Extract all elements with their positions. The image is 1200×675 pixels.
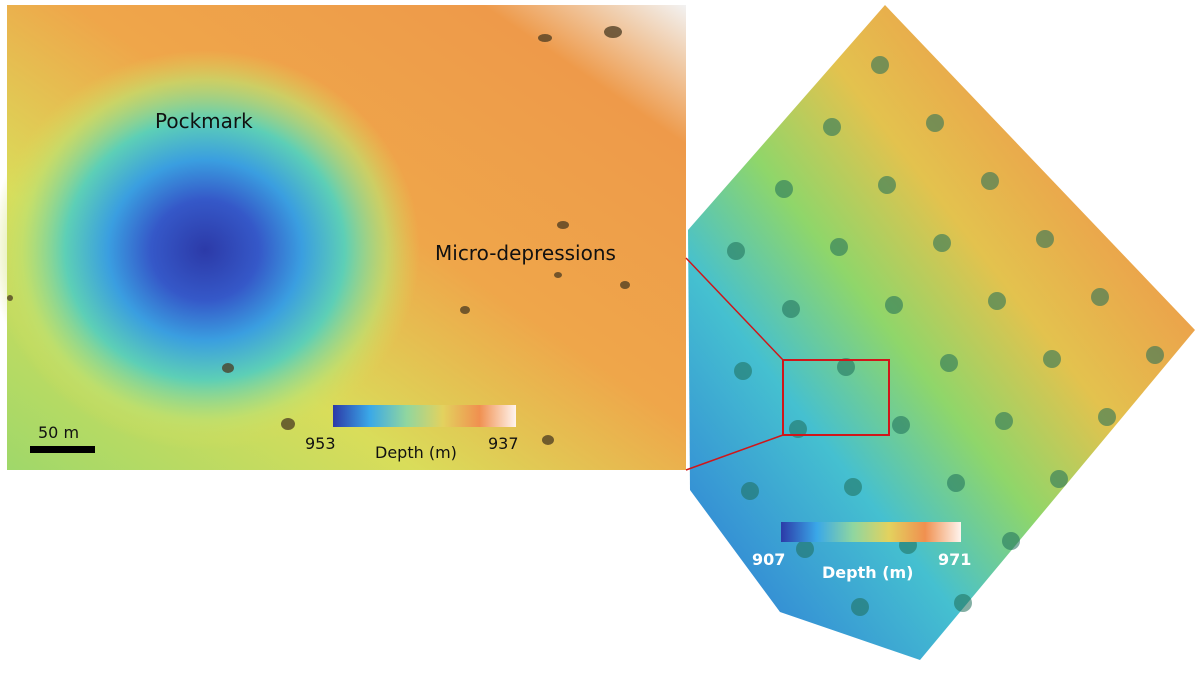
pockmark-spot	[830, 238, 848, 256]
colorbar-min: 953	[305, 434, 336, 453]
pockmark-spot	[954, 594, 972, 612]
pockmark-spot	[734, 362, 752, 380]
pockmark-spot	[926, 114, 944, 132]
pockmark-spot	[995, 412, 1013, 430]
label: Micro-depressions	[435, 241, 616, 265]
pockmark-spot	[878, 176, 896, 194]
pockmark-spot	[1091, 288, 1109, 306]
colorbar	[781, 522, 961, 542]
pockmark-spot	[789, 420, 807, 438]
pockmark-spot	[823, 118, 841, 136]
pockmark-spot	[741, 482, 759, 500]
pockmark-spot	[837, 358, 855, 376]
pockmark-spot	[1002, 532, 1020, 550]
pockmark-spot	[981, 172, 999, 190]
colorbar-min: 907	[752, 550, 785, 569]
pockmark-spot	[885, 296, 903, 314]
colorbar	[333, 405, 516, 427]
pockmark-spot	[933, 234, 951, 252]
pockmark-spot	[1043, 350, 1061, 368]
pockmark-spot	[988, 292, 1006, 310]
colorbar-title: Depth (m)	[822, 563, 914, 582]
pockmark-spot	[851, 598, 869, 616]
pockmark-spot	[727, 242, 745, 260]
pockmark-spot	[1050, 470, 1068, 488]
pockmark-spot	[947, 474, 965, 492]
pockmark-spot	[1036, 230, 1054, 248]
pockmark-spot	[782, 300, 800, 318]
survey-map: 907 Depth (m) 971	[685, 5, 1195, 660]
colorbar-max: 971	[938, 550, 971, 569]
label: Pockmark	[155, 109, 253, 133]
pockmark-spot	[940, 354, 958, 372]
pockmark-spot	[844, 478, 862, 496]
zoom-map: Pockmark Micro-depressions 50 m 953 Dept…	[0, 5, 686, 470]
pockmark-spot	[1098, 408, 1116, 426]
colorbar-title: Depth (m)	[375, 443, 457, 462]
pockmark-spot	[1146, 346, 1164, 364]
scale-bar-label: 50 m	[38, 423, 79, 442]
pockmark-spot	[775, 180, 793, 198]
pockmark-spot	[892, 416, 910, 434]
colorbar-max: 937	[488, 434, 519, 453]
pockmark-spot	[796, 540, 814, 558]
pockmark-spot	[871, 56, 889, 74]
